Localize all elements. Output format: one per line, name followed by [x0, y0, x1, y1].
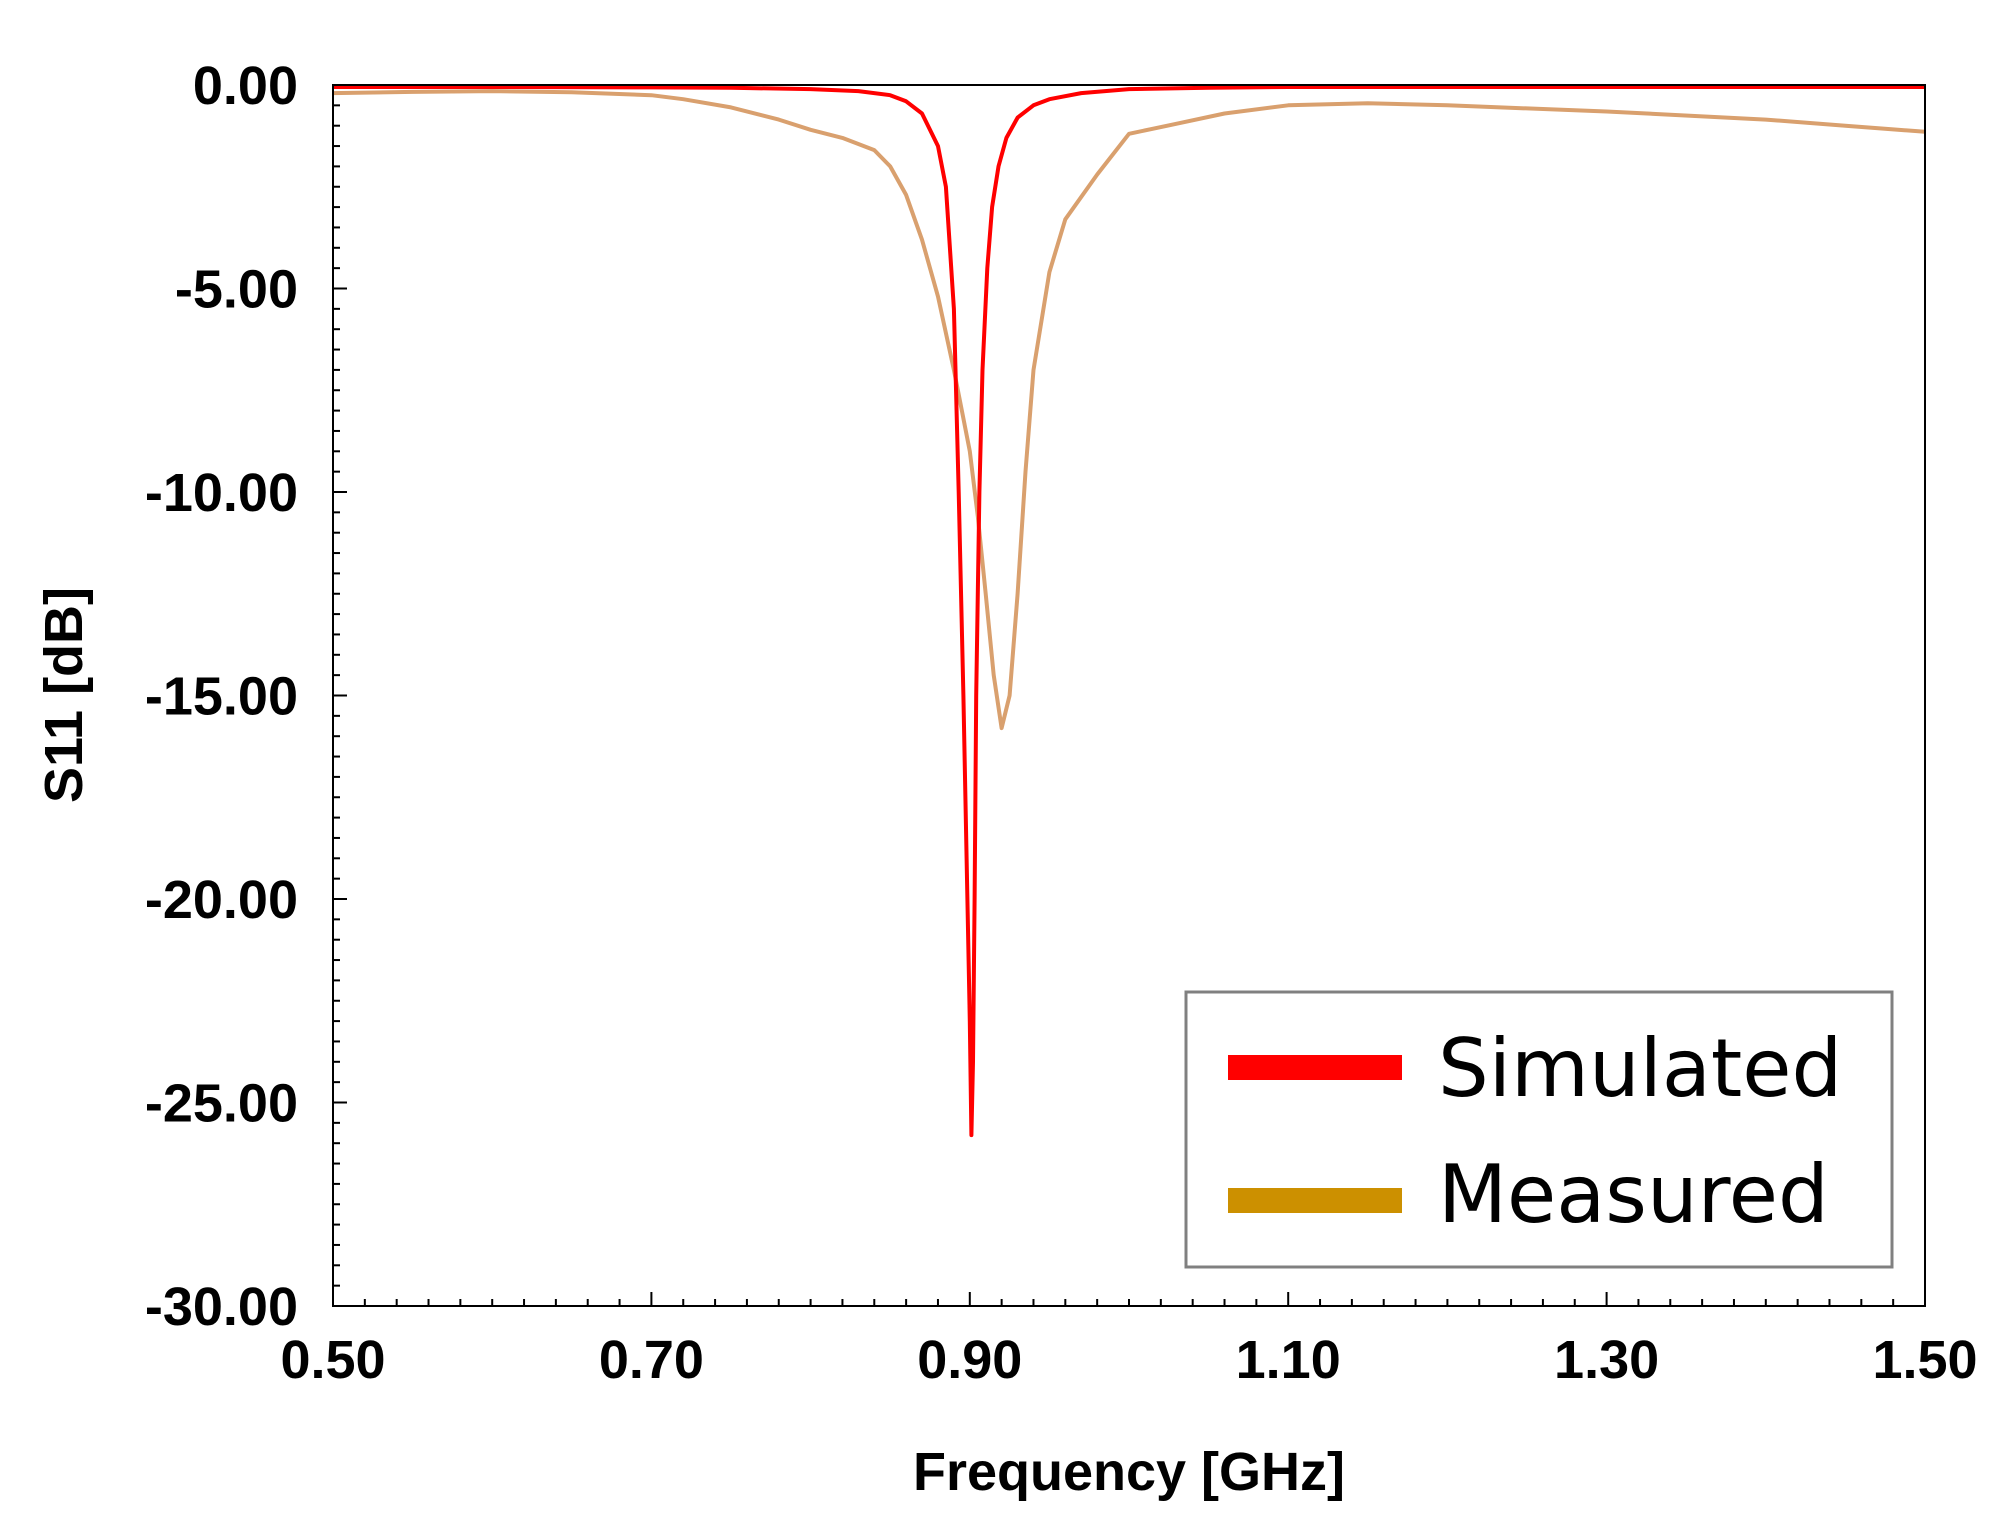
plot-area-frame: [332, 84, 1926, 1307]
x-tick-labels: 0.50 0.70 0.90 1.10 1.30 1.50: [280, 1330, 1977, 1390]
axis-ticks: [332, 84, 1926, 1307]
x-tick-label: 1.50: [1872, 1330, 1977, 1390]
y-tick-labels: 0.00 -5.00 -10.00 -15.00 -20.00 -25.00 -30.00: [145, 56, 298, 1337]
y-axis-title: S11 [dB]: [34, 587, 94, 803]
x-tick-label: 0.50: [280, 1330, 385, 1390]
y-tick-label: -10.00: [145, 463, 298, 523]
x-axis-title: Frequency [GHz]: [913, 1442, 1345, 1502]
legend-swatch-measured: [1228, 1188, 1402, 1213]
x-tick-label: 1.10: [1236, 1330, 1341, 1390]
legend-label-simulated: Simulated: [1438, 1022, 1842, 1115]
y-tick-label: -20.00: [145, 870, 298, 930]
series-line-simulated: [333, 85, 1925, 1138]
y-tick-label: -25.00: [145, 1074, 298, 1134]
x-tick-label: 0.70: [599, 1330, 704, 1390]
x-tick-label: 1.30: [1554, 1330, 1659, 1390]
legend: Simulated Measured: [1184, 990, 1894, 1269]
y-tick-label: 0.00: [193, 56, 298, 116]
y-tick-label: -30.00: [145, 1277, 298, 1337]
legend-box: [1184, 990, 1894, 1269]
legend-label-measured: Measured: [1438, 1148, 1829, 1241]
series-line-measured: [332, 89, 1926, 731]
y-tick-label: -5.00: [175, 260, 298, 320]
x-tick-label: 0.90: [917, 1330, 1022, 1390]
legend-swatch-simulated: [1228, 1055, 1402, 1080]
y-tick-label: -15.00: [145, 667, 298, 727]
